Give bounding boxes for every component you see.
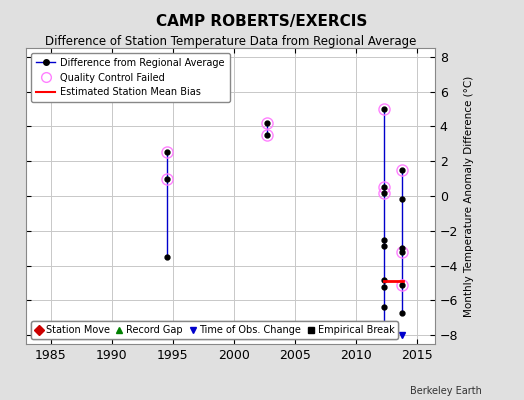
Y-axis label: Monthly Temperature Anomaly Difference (°C): Monthly Temperature Anomaly Difference (… xyxy=(464,75,474,317)
Title: Difference of Station Temperature Data from Regional Average: Difference of Station Temperature Data f… xyxy=(45,35,416,48)
Text: Berkeley Earth: Berkeley Earth xyxy=(410,386,482,396)
Legend: Station Move, Record Gap, Time of Obs. Change, Empirical Break: Station Move, Record Gap, Time of Obs. C… xyxy=(31,321,398,339)
Text: CAMP ROBERTS/EXERCIS: CAMP ROBERTS/EXERCIS xyxy=(156,14,368,29)
